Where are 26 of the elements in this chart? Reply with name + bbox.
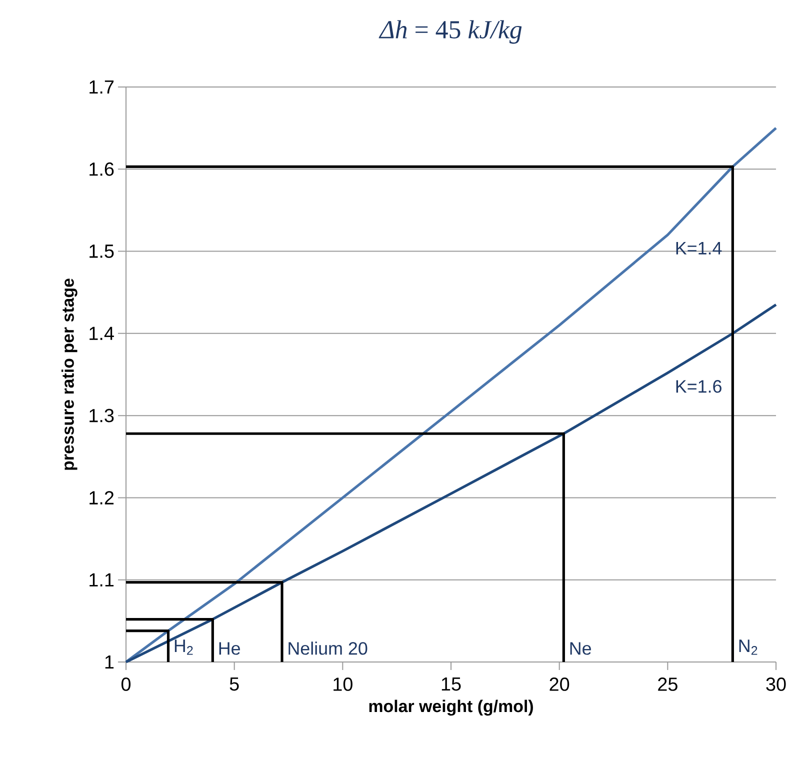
y-tick-label: 1.3	[90, 408, 114, 422]
y-tick-label: 1.7	[90, 80, 114, 94]
y-axis-title: pressure ratio per stage	[61, 278, 78, 470]
x-tick-label: 0	[121, 678, 131, 691]
y-tick-label: 1.2	[90, 491, 114, 504]
x-tick-label: 15	[442, 678, 461, 691]
x-tick-label: 10	[334, 678, 352, 691]
x-tick-label: 5	[230, 678, 239, 691]
series-label: N$_{2}$	[739, 640, 758, 655]
series-label: He	[219, 642, 240, 655]
x-tick-label: 30	[766, 678, 786, 691]
y-tick-label: 1	[105, 655, 114, 669]
series-label: Nelium 20	[288, 642, 368, 655]
x-axis-title: molar weight (g/mol)	[369, 700, 533, 716]
series-label: K=1.6	[676, 380, 722, 393]
y-tick-label: 1.6	[90, 162, 114, 176]
x-tick-label: 25	[658, 678, 678, 691]
chart-title: Δh = 45 kJ/kg	[378, 20, 522, 44]
x-tick-label: 20	[550, 678, 570, 691]
y-tick-label: 1.5	[90, 244, 114, 258]
y-tick-label: 1.1	[90, 573, 114, 586]
series-label: K=1.4	[676, 242, 722, 254]
series-label: H$_{2}$	[174, 640, 193, 655]
y-tick-label: 1.4	[90, 326, 114, 340]
line-series	[124, 303, 778, 664]
series-label: Ne	[570, 642, 591, 655]
